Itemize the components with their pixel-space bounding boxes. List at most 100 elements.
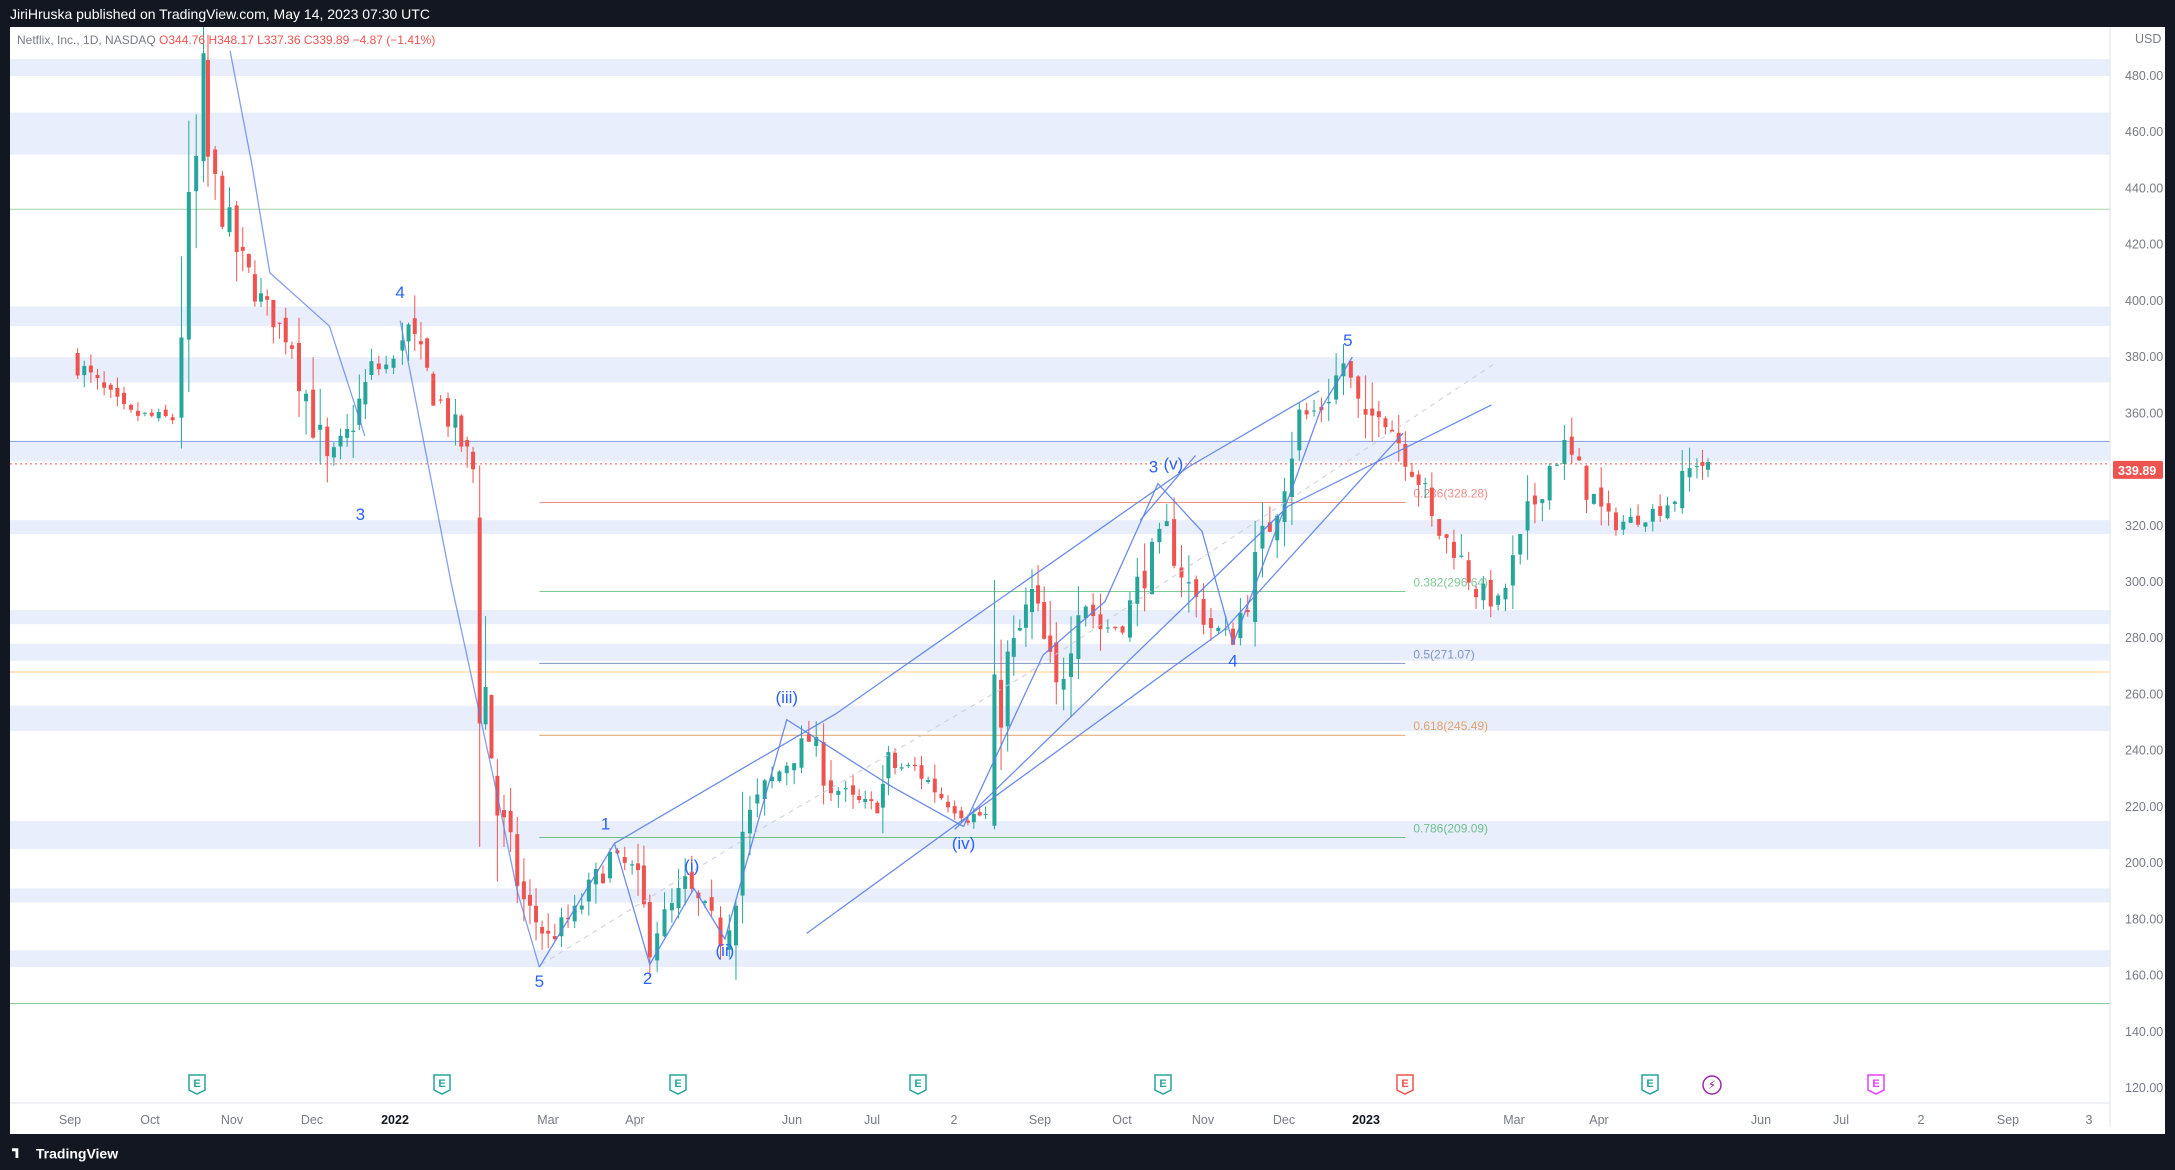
candle-body [919, 765, 924, 779]
candle-body [770, 776, 775, 782]
candle-body [1023, 604, 1028, 628]
candle-body [471, 451, 476, 470]
candle-body [1636, 515, 1641, 525]
candle-body [622, 857, 627, 863]
candle-body [851, 785, 856, 795]
candle-body [213, 149, 218, 174]
candle-body [220, 175, 225, 227]
chart-frame[interactable]: 0.236(328.28) 0.382(296.64) 0.5(271.07) 0.6… [10, 27, 2165, 1134]
candle-body [1260, 525, 1265, 549]
fib-level-label: 0.5(271.07) [1413, 647, 1474, 661]
candle-body [662, 909, 667, 937]
time-axis-tick: Jul [864, 1113, 880, 1127]
candle-body [1304, 410, 1309, 415]
candle-body [784, 765, 789, 774]
candle-body [1142, 570, 1147, 589]
wave-line [399, 320, 540, 968]
candle-body [971, 814, 976, 823]
candle-body [501, 810, 506, 818]
candle-body [857, 796, 862, 800]
candle-body [1048, 635, 1053, 652]
price-axis-tick: 260.00 [2125, 687, 2163, 701]
candle-body [600, 873, 605, 884]
candle-body [869, 799, 874, 802]
support-resistance-zone [10, 820, 2110, 850]
candle-body [194, 156, 199, 192]
candle-body [828, 780, 833, 794]
time-axis-tick: Apr [625, 1113, 644, 1127]
time-axis-tick: Sep [1029, 1113, 1051, 1127]
candle-body [1120, 626, 1125, 633]
candle-body [676, 887, 681, 909]
wave-label: 3 [356, 505, 365, 524]
wave-label: 5 [1343, 331, 1352, 350]
candle-body [527, 894, 532, 906]
fib-level-label: 0.618(245.49) [1413, 719, 1488, 733]
brand-name: TradingView [35, 1145, 119, 1162]
candle-body [1297, 409, 1302, 451]
price-axis-tick: 300.00 [2125, 575, 2163, 589]
candle-body [608, 851, 613, 879]
price-axis-tick: 220.00 [2125, 800, 2163, 814]
time-axis-tick: 3 [2086, 1113, 2093, 1127]
candle-body [814, 737, 819, 747]
candle-body [799, 738, 804, 768]
candle-body [893, 752, 898, 769]
candle-body [391, 358, 396, 368]
tradingview-logo-icon [12, 1148, 19, 1159]
candle-body [289, 345, 294, 349]
earnings-event-icon [909, 1074, 927, 1095]
wave-line [1139, 455, 1196, 521]
price-chart[interactable]: 0.236(328.28) 0.382(296.64) 0.5(271.07) 0.6… [10, 27, 2165, 1134]
wave-line [962, 356, 1353, 827]
candle-body [932, 778, 937, 793]
candle-body [325, 426, 330, 457]
wave-label: (ii) [715, 941, 734, 960]
wave-label: (v) [1163, 455, 1183, 474]
candle-body [906, 765, 911, 767]
candle-body [939, 793, 944, 799]
footer-bar: TradingView [0, 1134, 2175, 1170]
candle-body [357, 398, 362, 425]
support-resistance-zone [10, 306, 2110, 327]
projection-line [541, 362, 1497, 965]
candle-body [75, 353, 80, 376]
candle-body [515, 834, 520, 886]
price-axis-tick: 280.00 [2125, 631, 2163, 645]
fib-level-label: 0.382(296.64) [1413, 575, 1488, 589]
candle-body [1127, 600, 1132, 638]
candle-body [400, 340, 405, 351]
support-resistance-zone [10, 643, 2110, 661]
candle-body [149, 412, 154, 416]
time-axis-tick: Sep [59, 1113, 81, 1127]
candle-body [331, 447, 336, 458]
open-value: O344.76 [159, 33, 206, 47]
candle-body [1216, 627, 1221, 632]
tradingview-logo[interactable]: TradingView [12, 1144, 118, 1161]
support-resistance-zone [10, 59, 2110, 76]
time-axis-tick: Dec [301, 1113, 323, 1127]
price-axis-tick: 320.00 [2125, 519, 2163, 533]
candle-body [1409, 471, 1414, 477]
high-value: H348.17 [208, 33, 254, 47]
earnings-event-icon [1154, 1074, 1172, 1095]
candle-body [1370, 408, 1375, 416]
wave-line [229, 50, 366, 437]
candle-body [880, 783, 885, 808]
symbol-info: Netflix, Inc., 1D, NASDAQ [17, 33, 156, 47]
candle-body [258, 293, 263, 302]
candle-body [115, 387, 120, 397]
earnings-event-label: E [1401, 1078, 1408, 1090]
candle-body [108, 384, 113, 390]
candle-body [1341, 363, 1346, 377]
candle-body [886, 752, 891, 779]
earnings-event-icon [188, 1074, 206, 1095]
time-axis-tick: Oct [1112, 1113, 1132, 1127]
candle-body [683, 876, 688, 889]
candle-body [703, 901, 708, 904]
candle-body [1429, 487, 1434, 517]
support-resistance-zone [10, 950, 2110, 968]
wave-label: 3 [1149, 457, 1158, 476]
price-axis-tick: 180.00 [2125, 912, 2163, 926]
candle-body [1091, 604, 1096, 617]
